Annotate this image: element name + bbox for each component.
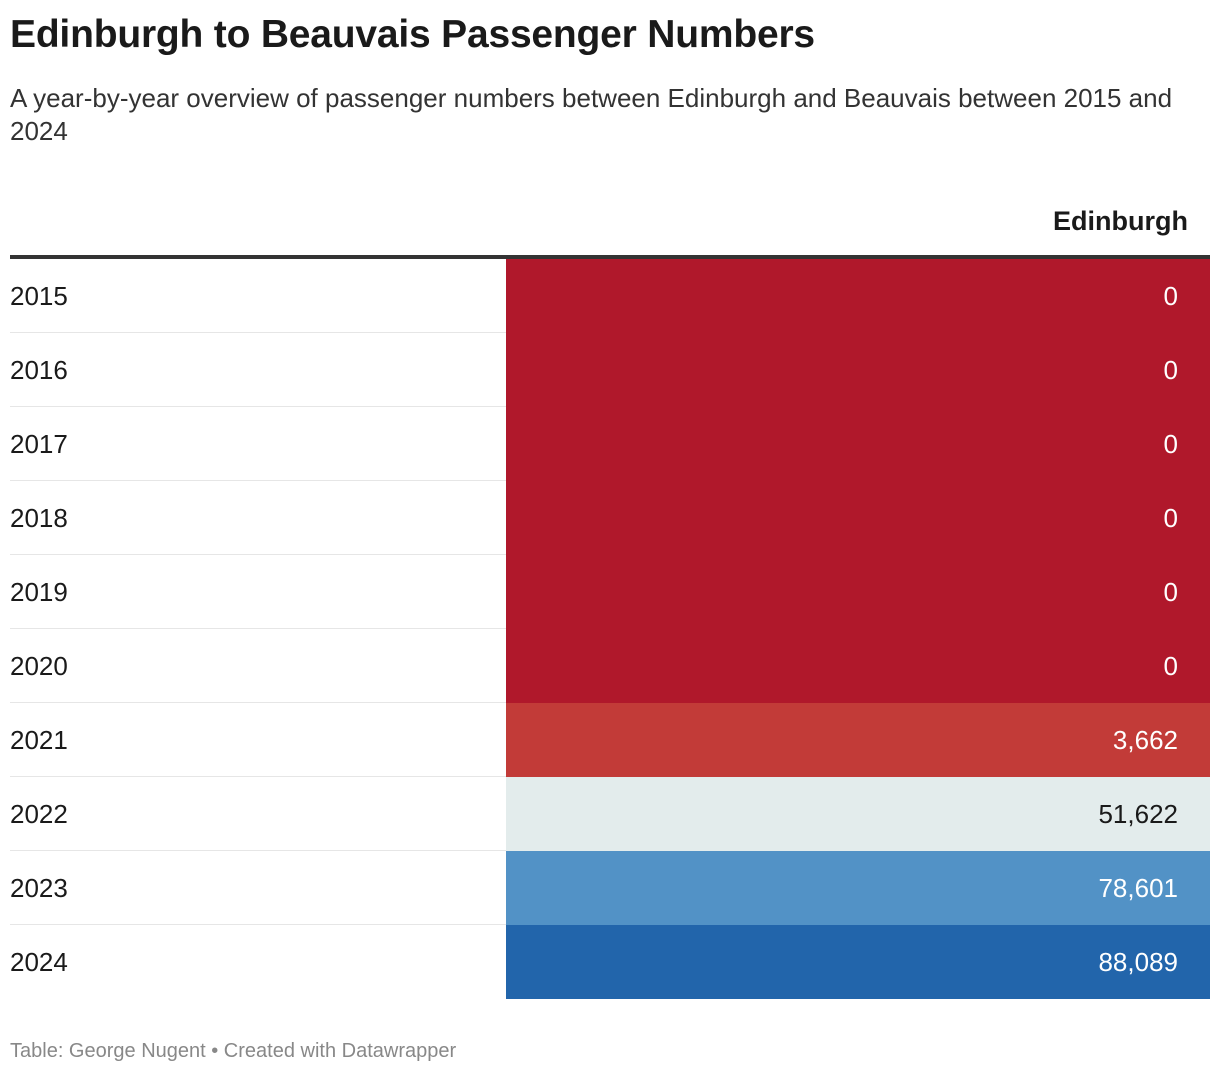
value-cell-edinburgh: 0 — [506, 629, 1210, 703]
table-row: 2023 78,601 — [10, 851, 1210, 925]
row-year-label: 2024 — [10, 947, 68, 977]
row-year-label: 2018 — [10, 503, 68, 533]
row-year-label: 2017 — [10, 429, 68, 459]
header-divider — [10, 255, 1210, 259]
row-year-label: 2015 — [10, 281, 68, 311]
table-row: 2017 0 — [10, 407, 1210, 481]
table-row: 2015 0 — [10, 259, 1210, 333]
table-row: 2021 3,662 — [10, 703, 1210, 777]
value-cell-edinburgh: 0 — [506, 259, 1210, 333]
value-cell-edinburgh: 0 — [506, 333, 1210, 407]
table-row: 2024 88,089 — [10, 925, 1210, 999]
value-cell-edinburgh: 78,601 — [506, 851, 1210, 925]
table-body: 2015 0 2016 0 2017 0 2018 0 2019 0 2020 0 2021 3,662 2… — [10, 259, 1210, 999]
table-row: 2018 0 — [10, 481, 1210, 555]
table-row: 2022 51,622 — [10, 777, 1210, 851]
value-cell-edinburgh: 0 — [506, 407, 1210, 481]
value-cell-edinburgh: 51,622 — [506, 777, 1210, 851]
column-header-edinburgh: Edinburgh — [1053, 206, 1188, 236]
table-row: 2016 0 — [10, 333, 1210, 407]
chart-title: Edinburgh to Beauvais Passenger Numbers — [10, 13, 815, 56]
value-cell-edinburgh: 0 — [506, 555, 1210, 629]
source-footer: Table: George Nugent • Created with Data… — [10, 1040, 457, 1062]
row-year-label: 2020 — [10, 651, 68, 681]
value-cell-edinburgh: 3,662 — [506, 703, 1210, 777]
row-year-label: 2021 — [10, 725, 68, 755]
row-year-label: 2023 — [10, 873, 68, 903]
row-year-label: 2016 — [10, 355, 68, 385]
table-row: 2019 0 — [10, 555, 1210, 629]
row-year-label: 2019 — [10, 577, 68, 607]
value-cell-edinburgh: 0 — [506, 481, 1210, 555]
chart-subtitle: A year-by-year overview of passenger num… — [10, 83, 1173, 146]
table-row: 2020 0 — [10, 629, 1210, 703]
row-year-label: 2022 — [10, 799, 68, 829]
value-cell-edinburgh: 88,089 — [506, 925, 1210, 999]
